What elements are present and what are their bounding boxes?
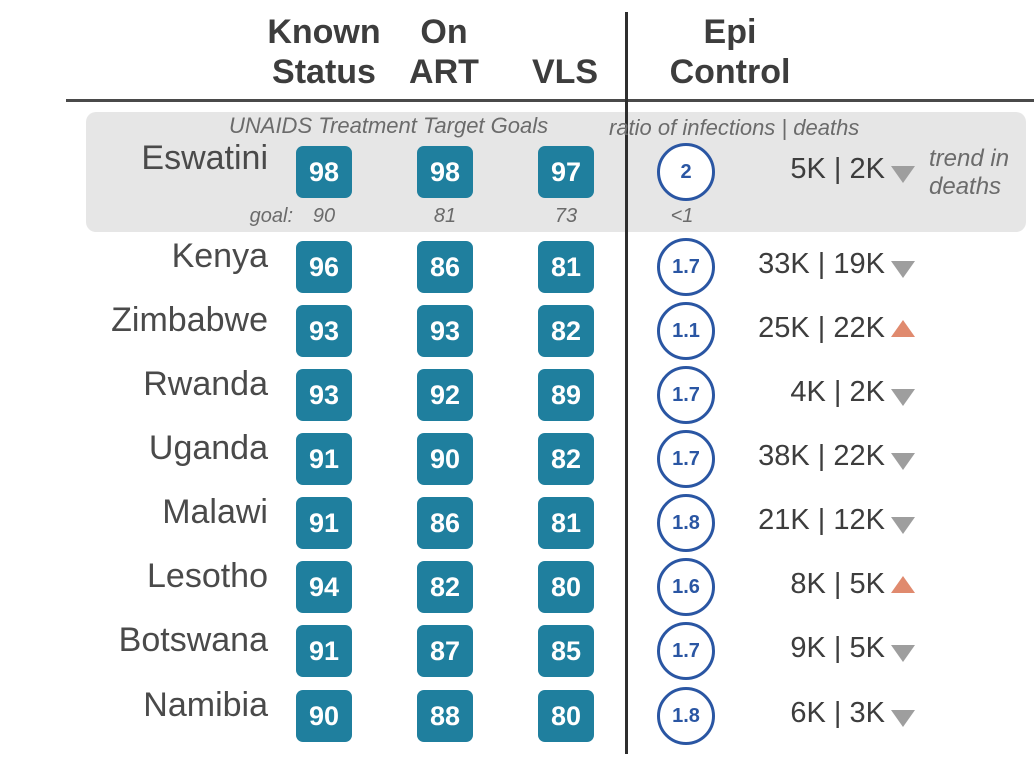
trend-down-icon-namibia [891, 710, 915, 727]
counts-eswatini: 5K | 2K [790, 153, 885, 185]
on-art-value-rwanda: 92 [417, 369, 473, 421]
known-status-value-malawi: 91 [296, 497, 352, 549]
header-on-art-line1: On [420, 13, 468, 51]
on-art-value-eswatini: 98 [417, 146, 473, 198]
vls-value-botswana: 85 [538, 625, 594, 677]
vls-value-uganda: 82 [538, 433, 594, 485]
goal-vls: 73 [554, 205, 578, 227]
trend-up-icon-lesotho [891, 576, 915, 593]
header-on-art: On ART [404, 12, 484, 92]
header-known-status: Known Status [262, 12, 386, 92]
trend-down-icon-botswana [891, 645, 915, 662]
ratio-circle-eswatini: 2 [657, 143, 715, 201]
known-status-value-rwanda: 93 [296, 369, 352, 421]
country-label-malawi: Malawi [162, 493, 268, 531]
counts-namibia: 6K | 3K [790, 697, 885, 729]
vls-value-zimbabwe: 82 [538, 305, 594, 357]
ratio-circle-kenya: 1.7 [657, 238, 715, 296]
known-status-value-botswana: 91 [296, 625, 352, 677]
on-art-value-zimbabwe: 93 [417, 305, 473, 357]
vls-value-malawi: 81 [538, 497, 594, 549]
country-label-eswatini: Eswatini [141, 139, 268, 177]
vls-value-rwanda: 89 [538, 369, 594, 421]
trend-down-icon-kenya [891, 261, 915, 278]
ratio-note: ratio of infections | deaths [609, 115, 860, 140]
on-art-value-lesotho: 82 [417, 561, 473, 613]
ratio-circle-rwanda: 1.7 [657, 366, 715, 424]
vls-value-kenya: 81 [538, 241, 594, 293]
country-label-zimbabwe: Zimbabwe [111, 301, 268, 339]
trend-note-line1: trend in [929, 145, 1010, 172]
country-label-rwanda: Rwanda [143, 365, 268, 403]
known-status-value-kenya: 96 [296, 241, 352, 293]
on-art-value-malawi: 86 [417, 497, 473, 549]
ratio-circle-botswana: 1.7 [657, 622, 715, 680]
goal-label: goal: [249, 205, 293, 227]
ratio-circle-zimbabwe: 1.1 [657, 302, 715, 360]
header-rule [66, 99, 1034, 102]
vls-value-lesotho: 80 [538, 561, 594, 613]
country-label-namibia: Namibia [143, 686, 268, 724]
counts-malawi: 21K | 12K [758, 504, 885, 536]
ratio-circle-uganda: 1.7 [657, 430, 715, 488]
on-art-value-botswana: 87 [417, 625, 473, 677]
on-art-value-kenya: 86 [417, 241, 473, 293]
trend-down-icon-malawi [891, 517, 915, 534]
country-label-lesotho: Lesotho [147, 557, 268, 595]
trend-up-icon-zimbabwe [891, 320, 915, 337]
header-epi-control-line2: Control [669, 53, 791, 91]
country-label-kenya: Kenya [171, 237, 268, 275]
ratio-circle-namibia: 1.8 [657, 687, 715, 745]
vls-value-namibia: 80 [538, 690, 594, 742]
counts-kenya: 33K | 19K [758, 248, 885, 280]
trend-down-icon-rwanda [891, 389, 915, 406]
vls-value-eswatini: 97 [538, 146, 594, 198]
counts-lesotho: 8K | 5K [790, 568, 885, 600]
header-epi-control: Epi Control [655, 12, 805, 92]
known-status-value-eswatini: 98 [296, 146, 352, 198]
column-divider [625, 12, 628, 754]
counts-rwanda: 4K | 2K [790, 376, 885, 408]
country-label-botswana: Botswana [118, 621, 268, 659]
counts-zimbabwe: 25K | 22K [758, 312, 885, 344]
known-status-value-uganda: 91 [296, 433, 352, 485]
known-status-value-namibia: 90 [296, 690, 352, 742]
trend-down-icon-uganda [891, 453, 915, 470]
header-vls: VLS [525, 52, 605, 92]
on-art-value-namibia: 88 [417, 690, 473, 742]
counts-uganda: 38K | 22K [758, 440, 885, 472]
header-known-status-line1: Known [267, 13, 381, 51]
goal-on-art: 81 [433, 205, 457, 227]
header-on-art-line2: ART [409, 53, 479, 91]
known-status-value-lesotho: 94 [296, 561, 352, 613]
trend-down-icon-eswatini [891, 166, 915, 183]
trend-note-line2: deaths [929, 173, 1002, 200]
goal-known-status: 90 [312, 205, 336, 227]
on-art-value-uganda: 90 [417, 433, 473, 485]
counts-botswana: 9K | 5K [790, 632, 885, 664]
header-known-status-line2: Status [272, 53, 376, 91]
ratio-circle-malawi: 1.8 [657, 494, 715, 552]
trend-note: trend in deaths [929, 145, 1009, 201]
header-epi-control-line1: Epi [703, 13, 757, 51]
country-label-uganda: Uganda [148, 429, 268, 467]
goal-ratio: <1 [670, 205, 694, 227]
known-status-value-zimbabwe: 93 [296, 305, 352, 357]
ratio-circle-lesotho: 1.6 [657, 558, 715, 616]
unaids-goals-note: UNAIDS Treatment Target Goals [229, 113, 549, 138]
header-vls-line1: VLS [531, 53, 599, 91]
